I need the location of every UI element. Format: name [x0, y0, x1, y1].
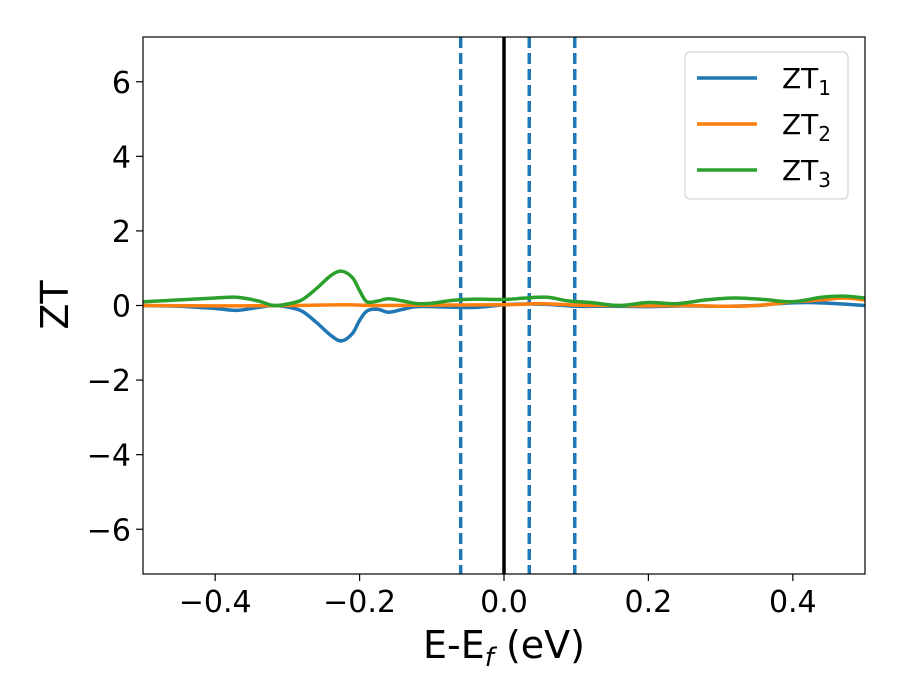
x-axis-title: E-Ef (eV) [423, 623, 585, 673]
y-tick-label: 6 [112, 66, 131, 101]
x-tick-label: 0.2 [625, 585, 673, 620]
x-tick-label: −0.2 [323, 585, 396, 620]
legend-label-zt2: ZT2 [782, 108, 831, 146]
series-line-zt3 [143, 269, 865, 308]
x-tick-label: −0.4 [179, 585, 252, 620]
legend-box [684, 51, 849, 200]
x-axis: −0.4 −0.2 0.0 0.2 0.4 [179, 574, 817, 620]
y-axis-title: ZT [33, 280, 77, 330]
legend-label-zt3: ZT3 [782, 154, 831, 192]
y-tick-label: −4 [87, 439, 131, 474]
y-tick-label: −6 [87, 513, 131, 548]
y-axis: −6 −4 −2 0 2 4 6 [87, 66, 143, 548]
y-tick-label: 0 [112, 290, 131, 325]
y-tick-label: −2 [87, 364, 131, 399]
x-tick-label: 0.0 [480, 585, 528, 620]
legend-label-zt1: ZT1 [782, 62, 831, 100]
series-group [143, 269, 865, 343]
y-tick-label: 4 [112, 140, 131, 175]
y-tick-label: 2 [112, 215, 131, 250]
legend: ZT1 ZT2 ZT3 [684, 51, 849, 200]
x-tick-label: 0.4 [769, 585, 817, 620]
